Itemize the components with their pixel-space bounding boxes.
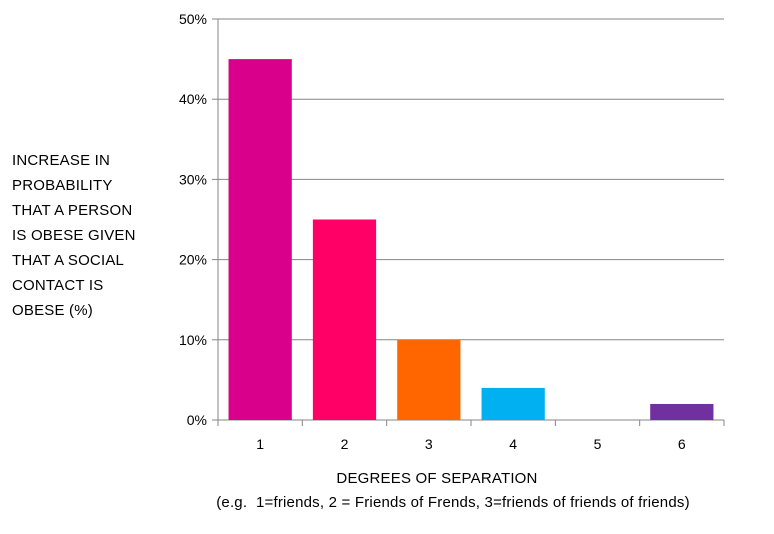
bar <box>397 339 461 420</box>
y-axis-label-line: INCREASE IN <box>12 152 111 169</box>
y-axis-label-line: IS OBESE GIVEN <box>12 227 136 244</box>
x-tick-label: 2 <box>341 436 349 452</box>
y-axis-label-line: OBESE (%) <box>12 302 93 319</box>
x-tick-label: 4 <box>509 436 517 452</box>
bar <box>228 59 292 420</box>
bar <box>312 219 377 420</box>
y-axis-label-line: THAT A PERSON <box>12 202 133 219</box>
bar <box>650 403 714 420</box>
y-axis-label-line: PROBABILITY <box>12 177 113 194</box>
y-tick-label: 10% <box>179 332 207 348</box>
y-tick-label: 0% <box>187 412 207 428</box>
x-tick-label: 6 <box>678 436 686 452</box>
y-tick-label: 20% <box>179 252 207 268</box>
x-axis-label: DEGREES OF SEPARATION <box>336 470 538 487</box>
y-tick-label: 40% <box>179 91 207 107</box>
y-axis-label-line: CONTACT IS <box>12 277 104 294</box>
x-tick-label: 3 <box>425 436 433 452</box>
x-axis-note: (e.g. 1=friends, 2 = Friends of Frends, … <box>216 494 690 511</box>
y-axis-label-line: THAT A SOCIAL <box>12 252 125 269</box>
y-tick-label: 50% <box>179 11 207 27</box>
x-tick-label: 5 <box>594 436 602 452</box>
x-tick-label: 1 <box>256 436 264 452</box>
bar <box>481 387 545 420</box>
y-tick-label: 30% <box>179 171 207 187</box>
y-axis-label: INCREASE IN PROBABILITY THAT A PERSON IS OB… <box>12 148 172 323</box>
